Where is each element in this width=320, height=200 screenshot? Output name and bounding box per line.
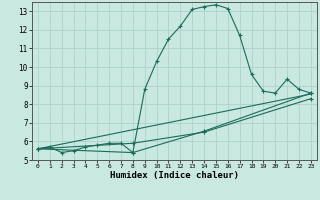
X-axis label: Humidex (Indice chaleur): Humidex (Indice chaleur) <box>110 171 239 180</box>
